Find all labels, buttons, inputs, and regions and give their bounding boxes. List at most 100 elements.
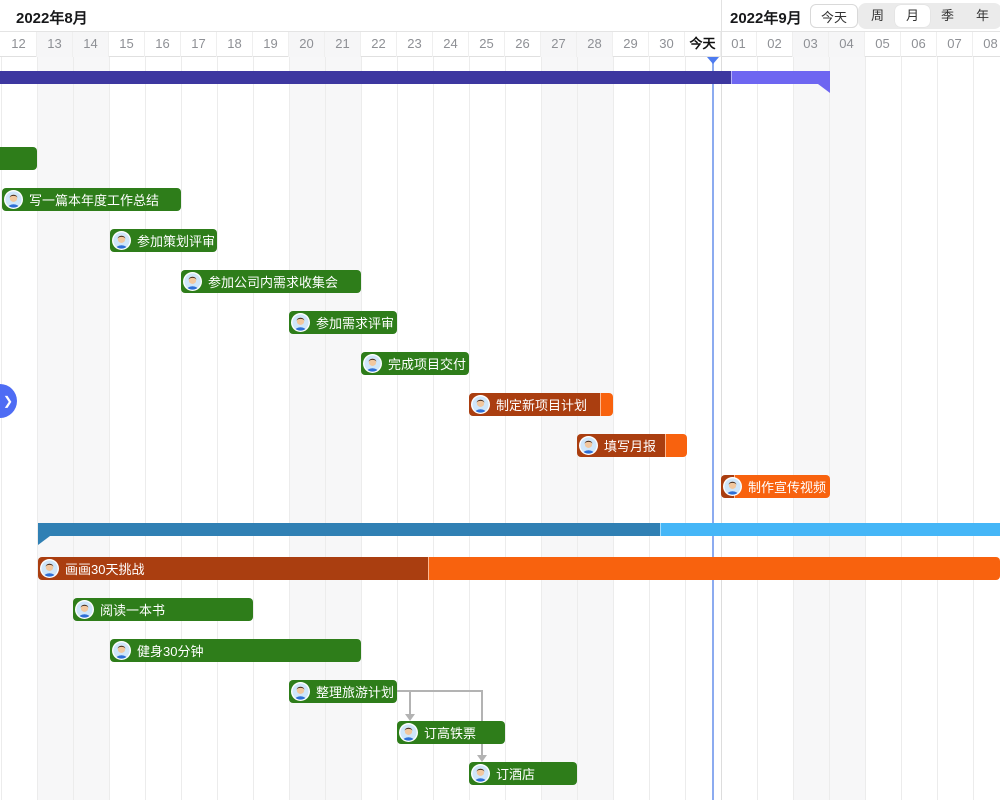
- today-button[interactable]: 今天: [810, 4, 859, 28]
- date-cell-14: 14: [73, 32, 109, 57]
- summary-segment: [731, 71, 830, 84]
- task-bar-参加需求评审[interactable]: 参加需求评审: [289, 311, 397, 334]
- task-label: 阅读一本书: [100, 603, 166, 618]
- expand-tasklist-button[interactable]: ❯: [0, 384, 17, 418]
- weekend-stripe: [541, 57, 577, 800]
- assignee-avatar-icon: [291, 682, 310, 701]
- weekend-stripe: [829, 57, 865, 800]
- task-label: 参加公司内需求收集会: [208, 275, 339, 290]
- grid-line: [865, 57, 866, 800]
- assignee-avatar: [112, 641, 131, 660]
- assignee-avatar: [579, 436, 598, 455]
- assignee-avatar: [4, 190, 23, 209]
- date-cell-15: 15: [109, 32, 145, 57]
- task-bar-订酒店[interactable]: 订酒店: [469, 762, 577, 785]
- grid-line: [145, 57, 146, 800]
- task-bar-写一篇本年度工作总结[interactable]: 写一篇本年度工作总结: [2, 188, 181, 211]
- date-cell-24: 24: [433, 32, 469, 57]
- task-bar-阅读一本书[interactable]: 阅读一本书: [73, 598, 253, 621]
- task-bar-segment: [0, 147, 37, 170]
- chart-area: 写一篇本年度工作总结 参加策划评审 参加公司内需求收集会 参加需求评审 完成项目…: [0, 57, 1000, 800]
- assignee-avatar-icon: [183, 272, 202, 291]
- date-cell-18: 18: [217, 32, 253, 57]
- assignee-avatar-icon: [399, 723, 418, 742]
- date-cell-06: 06: [901, 32, 937, 57]
- date-cell-21: 21: [325, 32, 361, 57]
- summary-fang: [818, 84, 830, 93]
- assignee-avatar-icon: [723, 477, 742, 496]
- task-bar-画画30天挑战[interactable]: 画画30天挑战: [38, 557, 1000, 580]
- assignee-avatar-icon: [471, 764, 490, 783]
- grid-line: [793, 57, 794, 800]
- assignee-avatar: [291, 313, 310, 332]
- task-bar-segment: [289, 311, 397, 334]
- assignee-avatar: [291, 682, 310, 701]
- assignee-avatar-icon: [75, 600, 94, 619]
- today-line: [712, 57, 714, 800]
- task-bar-segment: [110, 229, 217, 252]
- assignee-avatar-icon: [291, 313, 310, 332]
- work-project-summary[interactable]: [0, 71, 830, 93]
- date-cell-13: 13: [37, 32, 73, 57]
- date-cell-12: 12: [1, 32, 37, 57]
- task-label: 参加策划评审: [137, 234, 216, 249]
- task-bar-参加公司内需求收集会[interactable]: 参加公司内需求收集会: [181, 270, 361, 293]
- task-bar-segment: [577, 434, 665, 457]
- task-label: 订高铁票: [424, 726, 477, 741]
- view-option-季[interactable]: 季: [941, 8, 955, 23]
- dependency-arrow: [397, 690, 411, 715]
- grid-line: [901, 57, 902, 800]
- grid-line: [325, 57, 326, 800]
- weekend-stripe: [793, 57, 829, 800]
- grid-line: [1, 57, 2, 800]
- task-bar-partial[interactable]: [0, 147, 37, 170]
- task-label: 制作宣传视频: [748, 480, 827, 495]
- grid-line: [577, 57, 578, 800]
- task-label: 订酒店: [496, 767, 536, 782]
- view-option-月[interactable]: 月: [895, 5, 931, 27]
- grid-line: [181, 57, 182, 800]
- assignee-avatar-icon: [112, 641, 131, 660]
- assignee-avatar-icon: [363, 354, 382, 373]
- task-bar-完成项目交付[interactable]: 完成项目交付: [361, 352, 469, 375]
- grid-line: [397, 57, 398, 800]
- grid-line: [541, 57, 542, 800]
- weekend-stripe: [325, 57, 361, 800]
- date-cell-20: 20: [289, 32, 325, 57]
- month-title-right: 2022年9月: [730, 10, 802, 27]
- task-bar-整理旅游计划[interactable]: 整理旅游计划: [289, 680, 397, 703]
- task-bar-填写月报[interactable]: 填写月报: [577, 434, 687, 457]
- task-bar-segment: [2, 188, 181, 211]
- grid-line: [649, 57, 650, 800]
- task-label: 整理旅游计划: [316, 685, 395, 700]
- task-label: 画画30天挑战: [65, 562, 145, 577]
- weekend-stripe: [577, 57, 613, 800]
- assignee-avatar: [112, 231, 131, 250]
- task-bar-制定新项目计划[interactable]: 制定新项目计划: [469, 393, 613, 416]
- task-bar-健身30分钟[interactable]: 健身30分钟: [110, 639, 361, 662]
- task-bar-segment: [289, 680, 397, 703]
- grid-line: [757, 57, 758, 800]
- grid-line: [973, 57, 974, 800]
- date-cell-19: 19: [253, 32, 289, 57]
- summary-segment: [38, 523, 660, 536]
- grid-line: [685, 57, 686, 800]
- life-project-summary[interactable]: [38, 523, 1000, 545]
- date-cell-26: 26: [505, 32, 541, 57]
- view-option-年[interactable]: 年: [976, 8, 990, 23]
- date-cell-02: 02: [757, 32, 793, 57]
- task-bar-订高铁票[interactable]: 订高铁票: [397, 721, 505, 744]
- task-bar-segment: [428, 557, 1000, 580]
- date-cell-25: 25: [469, 32, 505, 57]
- task-bar-参加策划评审[interactable]: 参加策划评审: [110, 229, 217, 252]
- task-bar-segment: [361, 352, 469, 375]
- grid-line: [37, 57, 38, 800]
- date-cell-23: 23: [397, 32, 433, 57]
- view-option-周[interactable]: 周: [871, 8, 885, 23]
- assignee-avatar: [723, 477, 742, 496]
- task-bar-制作宣传视频[interactable]: 制作宣传视频: [721, 475, 830, 498]
- grid-line: [217, 57, 218, 800]
- grid-line: [289, 57, 290, 800]
- grid-line: [937, 57, 938, 800]
